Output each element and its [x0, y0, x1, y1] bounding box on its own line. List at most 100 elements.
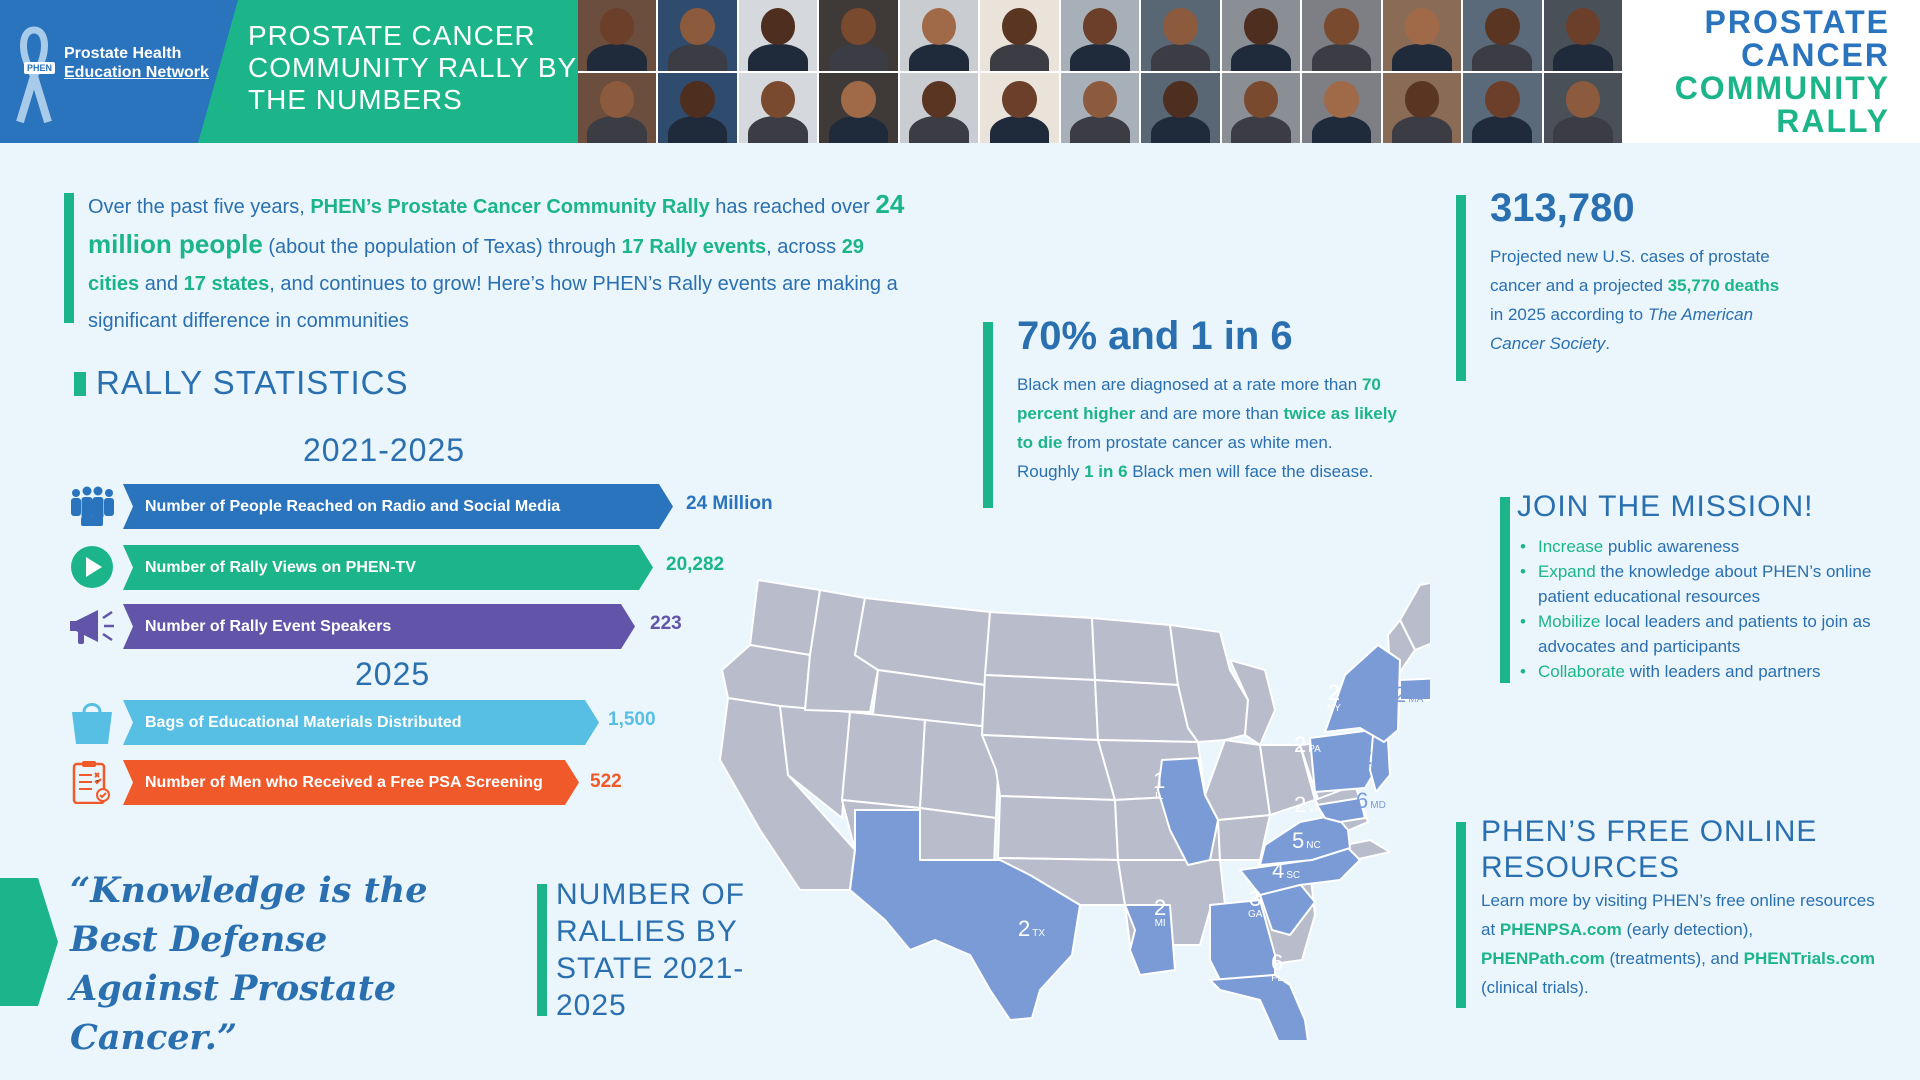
intro-highlight: 17 Rally events: [621, 236, 767, 258]
map-label-count: 4: [1272, 858, 1285, 883]
speaker-portrait-grid: [578, 0, 1622, 143]
stat313-source: The American Cancer Society: [1490, 305, 1754, 353]
map-label-va: 2 VA: [1294, 794, 1321, 816]
state-mississippi: [1124, 904, 1176, 976]
map-label-state: PA: [1308, 744, 1321, 755]
rallies-accent-bar: [537, 884, 547, 1016]
map-label-ma: 2 MA: [1394, 684, 1423, 706]
stat-value-bags: 1,500: [608, 709, 656, 730]
period-heading: 2025: [355, 656, 431, 692]
state-florida: [1209, 974, 1309, 1040]
stat313-text-part: Projected new U.S. cases of prostate can…: [1490, 247, 1770, 295]
map-label-state: MA: [1408, 694, 1424, 705]
speaker-portrait: [578, 0, 657, 71]
mission-text: local leaders and patients to join as ad…: [1538, 612, 1871, 656]
map-label-sc: 4 SC: [1272, 860, 1300, 882]
mission-keyword: Collaborate: [1538, 662, 1625, 681]
section-marker: [74, 372, 86, 396]
speaker-portrait: [899, 72, 979, 143]
stat70-text-part: and are more than: [1135, 404, 1284, 423]
map-label-pa: 2 PA: [1294, 734, 1321, 756]
logo-line-2: Education Network: [64, 64, 209, 81]
rally-statistics-title: RALLY STATISTICS: [96, 364, 409, 401]
speaker-portrait: [819, 0, 898, 71]
stat-value-psa-screening: 522: [590, 771, 622, 792]
phenpsa-link[interactable]: PHENPSA.com: [1499, 920, 1622, 939]
state-texas: [849, 809, 1081, 1021]
stat-bar-label: Number of People Reached on Radio and So…: [145, 498, 561, 515]
rallies-by-state-title: NUMBER OF RALLIES BY STATE 2021-2025: [556, 878, 745, 1022]
stat-bar-label: Bags of Educational Materials Distribute…: [145, 714, 462, 731]
stat313-accent-bar: [1456, 195, 1466, 381]
map-label-state: SC: [1286, 870, 1301, 881]
speaker-portrait: [1543, 0, 1622, 71]
map-label-state: NY: [1327, 703, 1341, 714]
map-label-state: MD: [1370, 800, 1386, 811]
map-label-state: NJ: [1374, 756, 1387, 767]
speaker-portrait: [658, 0, 737, 71]
stat-bar-label: Number of Rally Event Speakers: [145, 618, 392, 635]
speaker-portrait: [1543, 72, 1622, 143]
speaker-portrait: [899, 0, 979, 71]
quote-text: “Knowledge is the Best Defense Against P…: [70, 870, 428, 1058]
stat-value-speakers: 223: [650, 613, 682, 634]
map-label-state: IL: [1154, 791, 1164, 802]
clipboard-icon: [72, 761, 110, 804]
state-new-york: [1324, 644, 1401, 743]
intro-highlight: 24 million people: [88, 189, 905, 259]
speaker-portrait: [1060, 0, 1140, 71]
map-label-mi: 2 MI: [1154, 897, 1166, 929]
intro-text: , across: [766, 236, 842, 258]
speaker-portrait: [1302, 0, 1381, 71]
stat70-text: Black men are diagnosed at a rate more t…: [1017, 370, 1397, 486]
state-illinois: [1157, 757, 1219, 866]
stat70-accent-bar: [983, 322, 993, 508]
map-label-count: 1: [1153, 768, 1166, 793]
mission-keyword: Increase: [1538, 537, 1604, 556]
map-label-ga: 3 GA: [1248, 888, 1262, 920]
stat-bar-psa-screening: Number of Men who Received a Free PSA Sc…: [123, 760, 579, 805]
state-virginia: [1259, 814, 1351, 866]
intro-highlight: PHEN’s Prostate Cancer Community Rally: [310, 196, 710, 218]
stat70-text-part: from prostate cancer as white men. Rough…: [1017, 433, 1333, 481]
stat313-text: Projected new U.S. cases of prostate can…: [1490, 242, 1790, 358]
speaker-portrait: [578, 72, 657, 143]
map-label-nj: 2 NJ: [1360, 746, 1386, 768]
map-label-state: GA: [1248, 909, 1263, 920]
stat313-highlight: 35,770 deaths: [1667, 276, 1780, 295]
rally-title-line: RALLY: [1776, 103, 1890, 139]
mission-keyword: Expand: [1538, 562, 1596, 581]
intro-text: Over the past five years,: [88, 196, 311, 218]
join-mission-title: JOIN THE MISSION!: [1517, 490, 1814, 523]
state-maryland: [1316, 797, 1366, 823]
speaker-portrait: [1463, 0, 1542, 71]
header-title: PROSTATE CANCER COMMUNITY RALLY BY THE N…: [248, 20, 577, 115]
speaker-portrait: [1060, 72, 1140, 143]
map-label-md: 6 MD: [1356, 790, 1386, 812]
stat-value-people-reached: 24 Million: [686, 493, 773, 514]
stat70-text-part: Black men will face the disease.: [1127, 462, 1374, 481]
intro-paragraph: Over the past five years, PHEN’s Prostat…: [88, 186, 918, 340]
stat70-highlight: 1 in 6: [1084, 462, 1128, 481]
rally-title-line: PROSTATE: [1704, 4, 1890, 40]
speaker-portrait: [1221, 72, 1301, 143]
phentrials-link[interactable]: PHENTrials.com: [1743, 949, 1875, 968]
map-label-fl: 6 FL: [1271, 952, 1283, 984]
megaphone-icon: [70, 610, 114, 644]
stat70-highlight: 70 percent higher: [1017, 375, 1381, 423]
speaker-portrait: [738, 72, 818, 143]
intro-accent-bar: [64, 193, 74, 323]
speaker-portrait: [980, 0, 1059, 71]
stat-bar-bags: Bags of Educational Materials Distribute…: [123, 700, 599, 745]
map-label-count: 2: [1154, 895, 1167, 920]
resources-title: PHEN’S FREE ONLINE RESOURCES: [1481, 815, 1818, 884]
speaker-portrait: [1463, 72, 1542, 143]
list-item: Mobilize local leaders and patients to j…: [1520, 609, 1900, 659]
logo-line-1: Prostate Health: [64, 45, 182, 62]
phenpath-link[interactable]: PHENPath.com: [1481, 949, 1605, 968]
intro-text: (about the population of Texas) through: [262, 236, 622, 258]
logo-badge: PHEN: [24, 62, 56, 74]
mission-text: with leaders and partners: [1624, 662, 1821, 681]
map-label-count: 2: [1294, 792, 1307, 817]
resources-text-part: (clinical trials).: [1481, 978, 1589, 997]
